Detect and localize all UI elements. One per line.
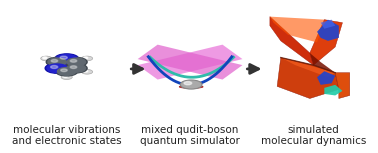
Circle shape [184,82,192,85]
Circle shape [70,66,77,69]
Polygon shape [317,20,339,41]
Circle shape [55,54,79,64]
Circle shape [60,56,67,59]
Polygon shape [270,17,313,65]
Polygon shape [138,45,242,80]
Circle shape [84,57,88,59]
Polygon shape [321,20,335,29]
Circle shape [47,64,67,73]
Circle shape [56,67,77,76]
Circle shape [67,64,85,72]
Circle shape [51,60,58,62]
Circle shape [67,58,85,66]
Circle shape [65,64,87,73]
Circle shape [82,56,93,61]
Text: mixed qudit-boson
quantum simulator: mixed qudit-boson quantum simulator [140,125,240,146]
Ellipse shape [180,83,202,85]
Circle shape [51,65,58,69]
Circle shape [57,67,76,75]
Polygon shape [310,20,342,65]
Polygon shape [310,53,335,73]
Text: simulated
molecular dynamics: simulated molecular dynamics [261,125,366,146]
Polygon shape [335,73,350,99]
Circle shape [48,58,67,66]
Polygon shape [270,17,324,42]
Text: molecular vibrations
and electronic states: molecular vibrations and electronic stat… [12,125,121,146]
Ellipse shape [179,85,203,88]
Polygon shape [277,58,339,99]
Circle shape [57,55,77,63]
Polygon shape [317,71,335,85]
Circle shape [46,58,68,67]
Circle shape [43,57,47,59]
Circle shape [45,63,69,73]
Circle shape [82,69,93,74]
Polygon shape [138,45,242,80]
Polygon shape [324,85,342,95]
Polygon shape [281,58,335,77]
Circle shape [61,69,67,72]
Circle shape [70,60,77,62]
Circle shape [180,80,202,89]
Circle shape [63,76,67,77]
Circle shape [65,58,87,67]
Circle shape [41,56,52,61]
Circle shape [61,75,72,79]
Circle shape [84,70,88,72]
